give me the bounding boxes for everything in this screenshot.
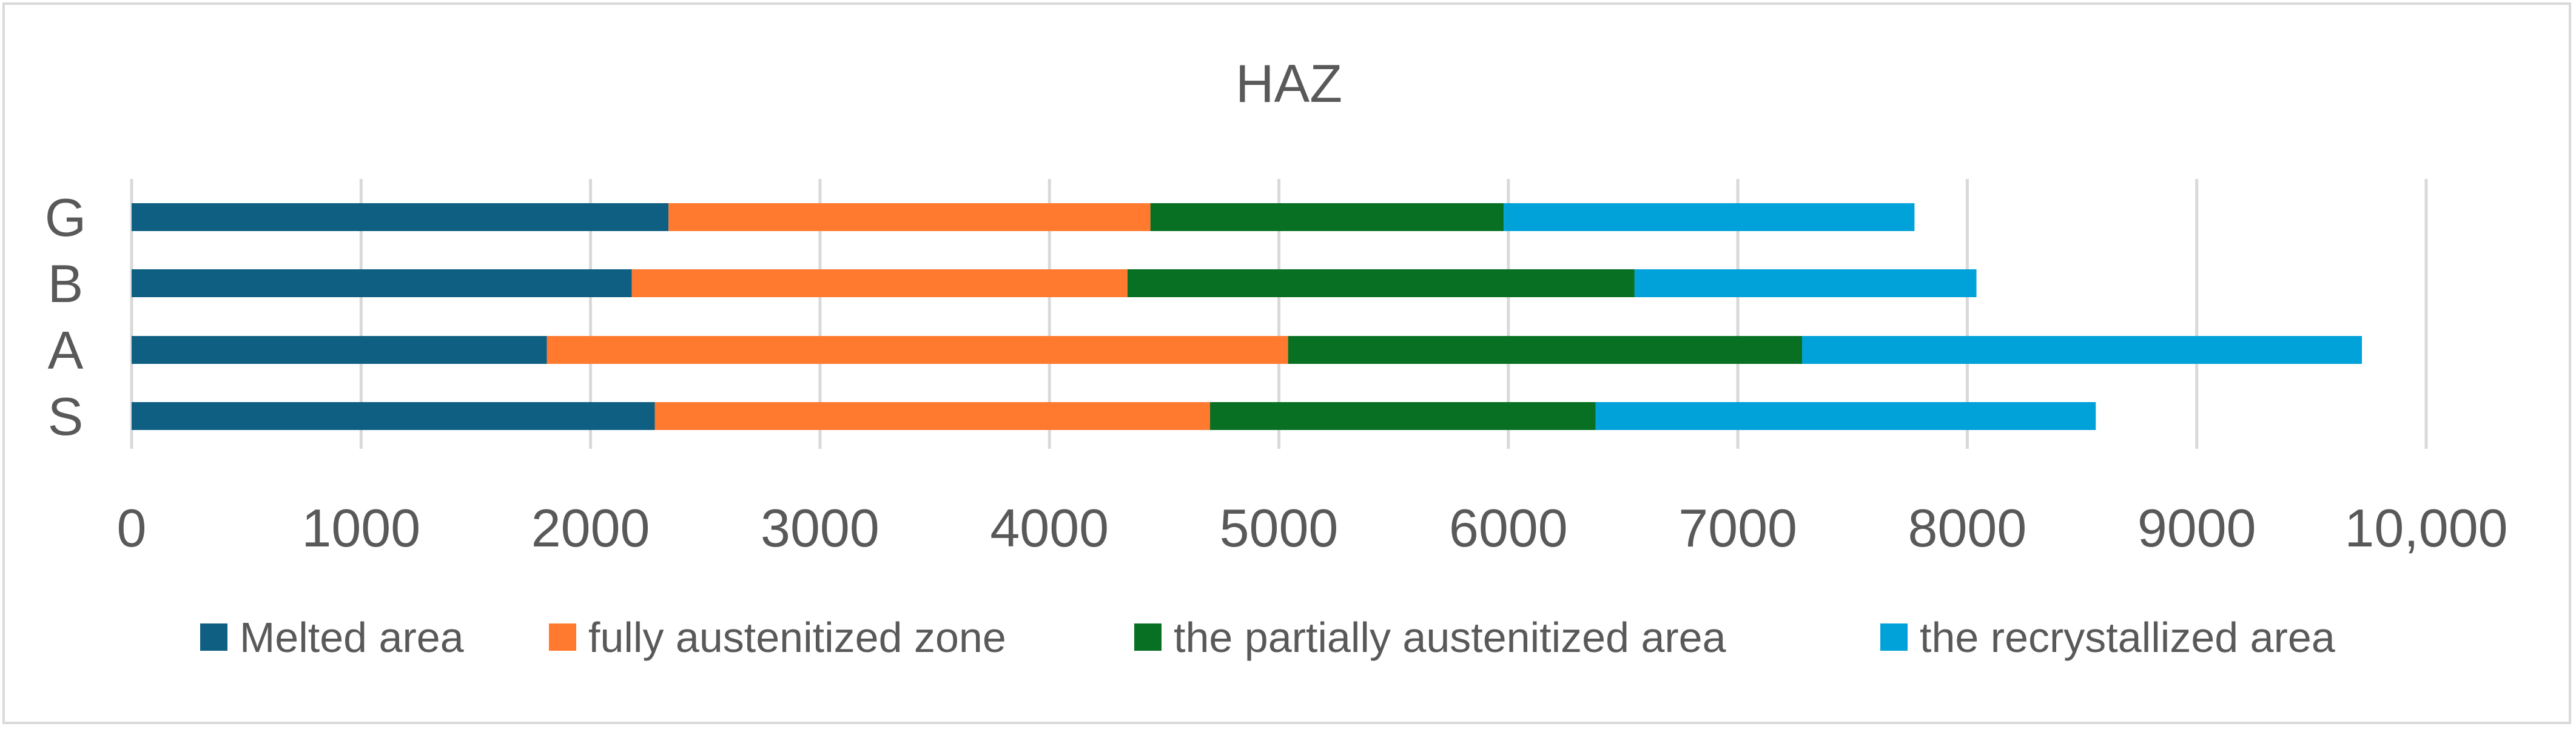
legend-label: the recrystallized area bbox=[1920, 614, 2335, 661]
bar-segment bbox=[1150, 203, 1504, 231]
bar-segment bbox=[631, 269, 1128, 297]
x-tick-label: 6000 bbox=[1449, 498, 1568, 558]
x-tick-label: 4000 bbox=[990, 498, 1109, 558]
legend-swatch bbox=[200, 623, 227, 651]
bar-segment bbox=[654, 402, 1211, 430]
y-tick-label: G bbox=[45, 187, 86, 247]
x-tick-label: 1000 bbox=[301, 498, 420, 558]
y-tick-label: S bbox=[48, 386, 84, 446]
x-tick-label: 10,000 bbox=[2344, 498, 2507, 558]
bar-segment bbox=[132, 402, 655, 430]
legend-label: the partially austenitized area bbox=[1174, 614, 1726, 661]
chart-title: HAZ bbox=[1236, 53, 1342, 113]
bar-segment bbox=[546, 336, 1288, 364]
bars bbox=[132, 203, 2362, 430]
legend-swatch bbox=[549, 623, 576, 651]
legend: Melted area fully austenitized zone the pa… bbox=[200, 614, 2335, 661]
x-tick-labels: 0 1000 2000 3000 4000 5000 6000 7000 8000 9000 10,… bbox=[117, 498, 2508, 558]
legend-label: fully austenitized zone bbox=[588, 614, 1006, 661]
legend-swatch bbox=[1134, 623, 1162, 651]
bar-segment bbox=[132, 269, 632, 297]
bar-segment bbox=[668, 203, 1151, 231]
x-tick-label: 2000 bbox=[531, 498, 650, 558]
x-tick-label: 3000 bbox=[761, 498, 879, 558]
x-tick-label: 8000 bbox=[1908, 498, 2027, 558]
bar-segment bbox=[1504, 203, 1915, 231]
y-tick-label: B bbox=[48, 254, 84, 314]
x-tick-label: 5000 bbox=[1220, 498, 1339, 558]
x-tick-label: 0 bbox=[117, 498, 147, 558]
y-tick-label: A bbox=[48, 320, 84, 380]
legend-label: Melted area bbox=[240, 614, 464, 661]
bar-segment bbox=[1288, 336, 1803, 364]
x-tick-label: 7000 bbox=[1678, 498, 1797, 558]
bar-segment bbox=[1595, 402, 2096, 430]
bar-segment bbox=[1634, 269, 1977, 297]
bar-segment bbox=[132, 336, 547, 364]
bar-segment bbox=[1127, 269, 1635, 297]
bar-segment bbox=[1802, 336, 2362, 364]
bar-segment bbox=[1210, 402, 1596, 430]
legend-swatch bbox=[1880, 623, 1908, 651]
bar-segment bbox=[132, 203, 669, 231]
x-tick-label: 9000 bbox=[2137, 498, 2256, 558]
